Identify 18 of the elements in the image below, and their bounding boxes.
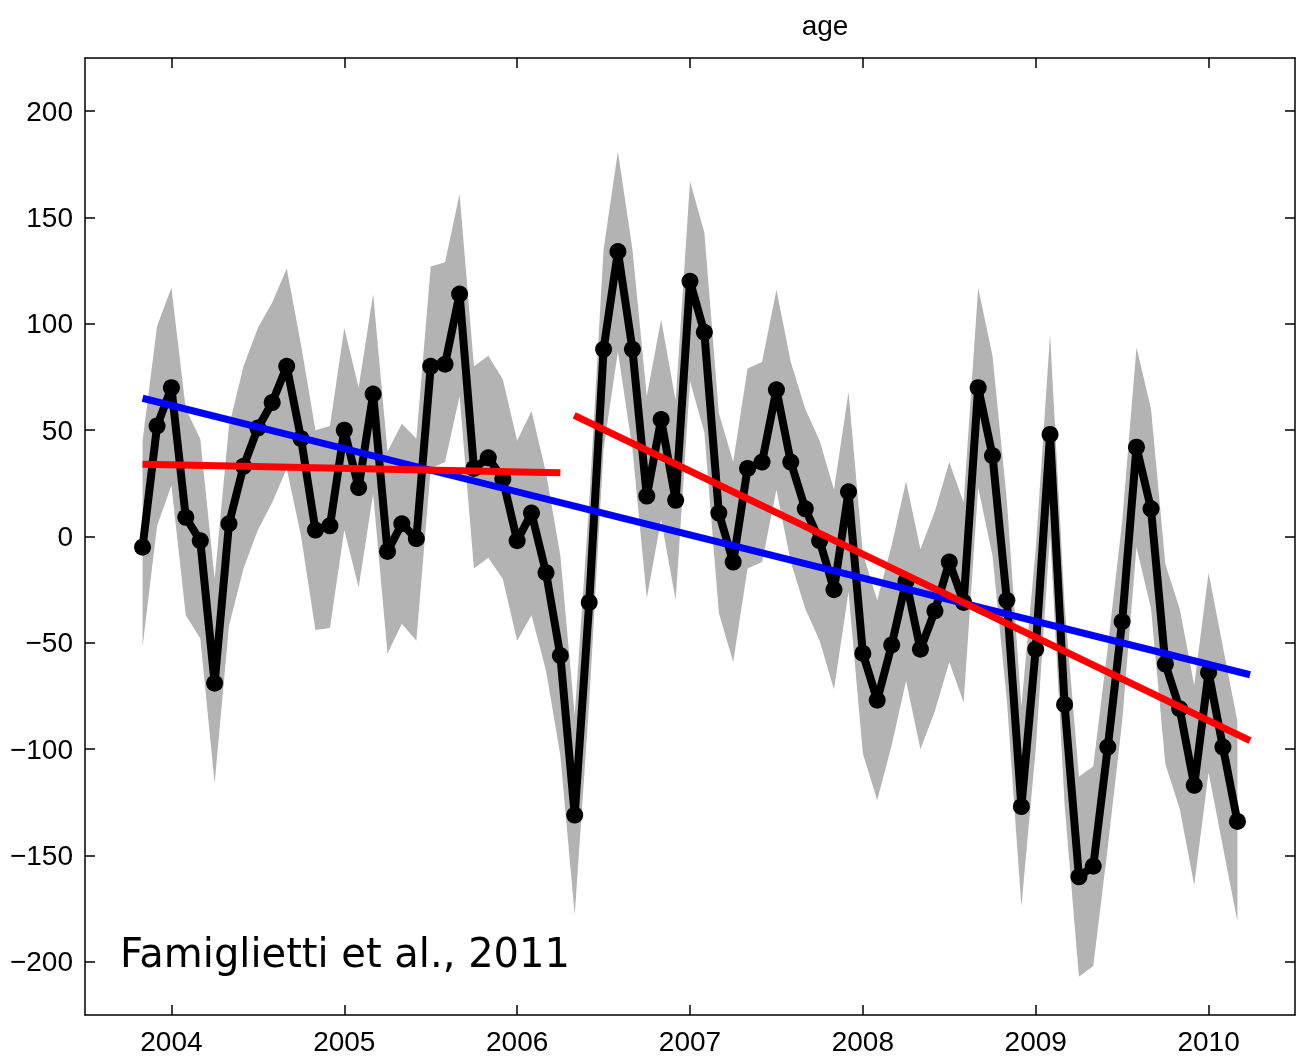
- x-tick-label: 2006: [485, 1025, 549, 1057]
- y-tick-label: 150: [26, 202, 73, 233]
- y-tick-label: 50: [41, 414, 73, 446]
- y-tick-label: 200: [26, 95, 73, 127]
- annotation: Famiglietti et al., 2011: [120, 930, 570, 976]
- chart-title: age: [801, 9, 849, 41]
- x-tick-label: 2009: [1004, 1025, 1067, 1057]
- x-tick-label: 2008: [831, 1025, 895, 1057]
- y-tick-label: 100: [26, 308, 73, 340]
- y-tick-label: −150: [9, 840, 73, 871]
- y-tick-label: −200: [9, 946, 73, 978]
- y-tick-label: −100: [9, 733, 73, 765]
- x-tick-label: 2005: [313, 1025, 376, 1057]
- x-tick-label: 2010: [1177, 1025, 1240, 1057]
- x-tick-label: 2007: [658, 1025, 722, 1057]
- x-tick-label: 2004: [140, 1025, 203, 1057]
- y-tick-label: 0: [57, 521, 73, 552]
- y-tick-label: −50: [25, 627, 73, 659]
